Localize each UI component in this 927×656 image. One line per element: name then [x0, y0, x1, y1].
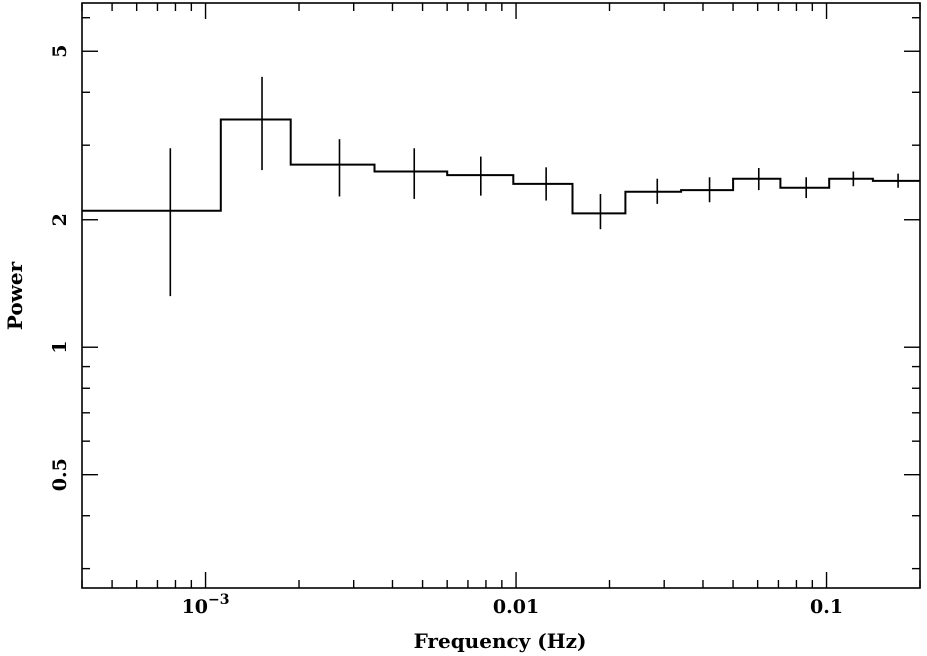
plot-frame — [81, 2, 921, 589]
series-step-line — [82, 118, 920, 215]
axis-ticks — [81, 3, 921, 588]
x-tick-labels: 10−3 0.01 0.1 — [182, 592, 843, 618]
x-tick-label: 0.01 — [493, 596, 539, 618]
data-marks — [82, 76, 920, 297]
y-axis-title: Power — [3, 261, 27, 330]
y-tick-label: 5 — [49, 45, 71, 58]
y-tick-label: 1 — [49, 341, 71, 354]
x-tick-label: 10−3 — [182, 592, 230, 618]
y-tick-labels: 0.5 1 2 5 — [49, 45, 71, 492]
x-axis-title: Frequency (Hz) — [414, 629, 587, 653]
x-tick-label: 0.1 — [810, 596, 843, 618]
y-tick-label: 0.5 — [49, 458, 71, 491]
y-tick-label: 2 — [49, 213, 71, 226]
